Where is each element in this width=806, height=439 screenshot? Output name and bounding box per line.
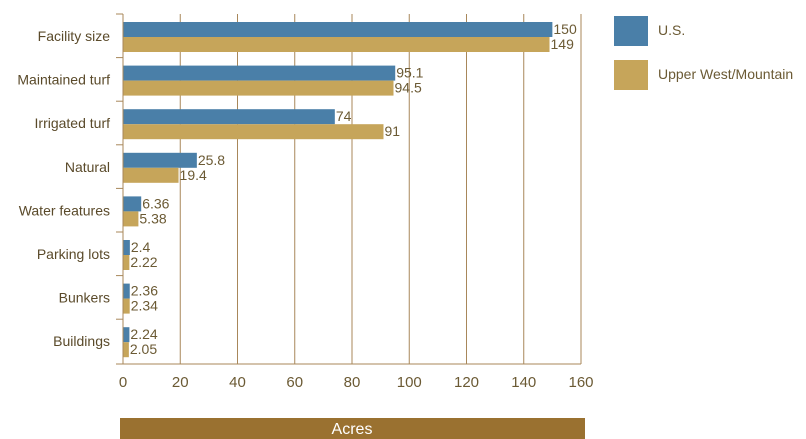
x-axis-label-band: [120, 418, 585, 439]
category-label: Parking lots: [37, 246, 110, 262]
data-label: 25.8: [198, 152, 225, 168]
bar: [123, 65, 396, 81]
data-label: 2.4: [131, 239, 151, 255]
bar: [123, 327, 130, 343]
data-label: 94.5: [395, 80, 422, 96]
data-label: 6.36: [142, 195, 169, 211]
data-label: 91: [384, 123, 400, 139]
bar: [123, 124, 384, 140]
category-labels: Facility size Maintained turf Irrigated tu…: [17, 28, 110, 349]
category-label: Maintained turf: [17, 72, 110, 88]
data-label: 2.05: [130, 341, 157, 357]
data-label: 2.36: [131, 283, 158, 299]
x-tick-label: 40: [229, 374, 246, 391]
bar: [123, 22, 553, 37]
bar: [123, 342, 129, 358]
category-label: Buildings: [53, 333, 110, 349]
bar: [123, 80, 394, 96]
data-label: 150: [553, 21, 577, 37]
data-label: 95.1: [396, 65, 423, 81]
bar: [123, 152, 197, 168]
x-tick-label: 140: [511, 374, 536, 391]
legend: U.S. Upper West/Mountain: [614, 16, 793, 90]
legend-label: U.S.: [658, 22, 685, 38]
data-label: 74: [336, 108, 352, 124]
x-tick-label: 100: [397, 374, 422, 391]
data-labels: 15014995.194.5749125.819.46.365.382.42.2…: [130, 21, 577, 357]
bar: [123, 211, 139, 227]
legend-label: Upper West/Mountain: [658, 66, 793, 82]
bars: [123, 22, 553, 358]
x-tick-label: 80: [344, 374, 361, 391]
data-label: 5.38: [139, 210, 166, 226]
bar: [123, 240, 130, 255]
legend-swatch: [614, 60, 648, 90]
bar: [123, 298, 130, 314]
x-tick-label: 60: [286, 374, 303, 391]
bar: [123, 167, 179, 183]
legend-swatch: [614, 16, 648, 46]
data-label: 2.34: [131, 298, 158, 314]
bar: [123, 37, 550, 52]
x-tick-label: 20: [172, 374, 189, 391]
category-label: Natural: [65, 159, 110, 175]
bar: [123, 196, 142, 212]
x-axis-label-text: Acres: [332, 421, 373, 438]
bar: [123, 283, 130, 299]
x-tick-labels: 0 20 40 60 80 100 120 140 160: [119, 374, 594, 391]
x-axis-label: Acres: [120, 418, 585, 439]
x-tick-label: 0: [119, 374, 127, 391]
data-label: 2.22: [130, 254, 157, 270]
data-label: 2.24: [130, 326, 157, 342]
category-label: Water features: [19, 202, 110, 218]
category-label: Facility size: [38, 28, 111, 44]
data-label: 149: [551, 36, 575, 52]
category-label: Bunkers: [59, 290, 110, 306]
bar: [123, 255, 130, 270]
axes: [116, 13, 581, 365]
bar: [123, 109, 335, 125]
category-label: Irrigated turf: [35, 115, 111, 131]
data-label: 19.4: [180, 167, 207, 183]
x-tick-label: 120: [454, 374, 479, 391]
x-tick-label: 160: [568, 374, 593, 391]
